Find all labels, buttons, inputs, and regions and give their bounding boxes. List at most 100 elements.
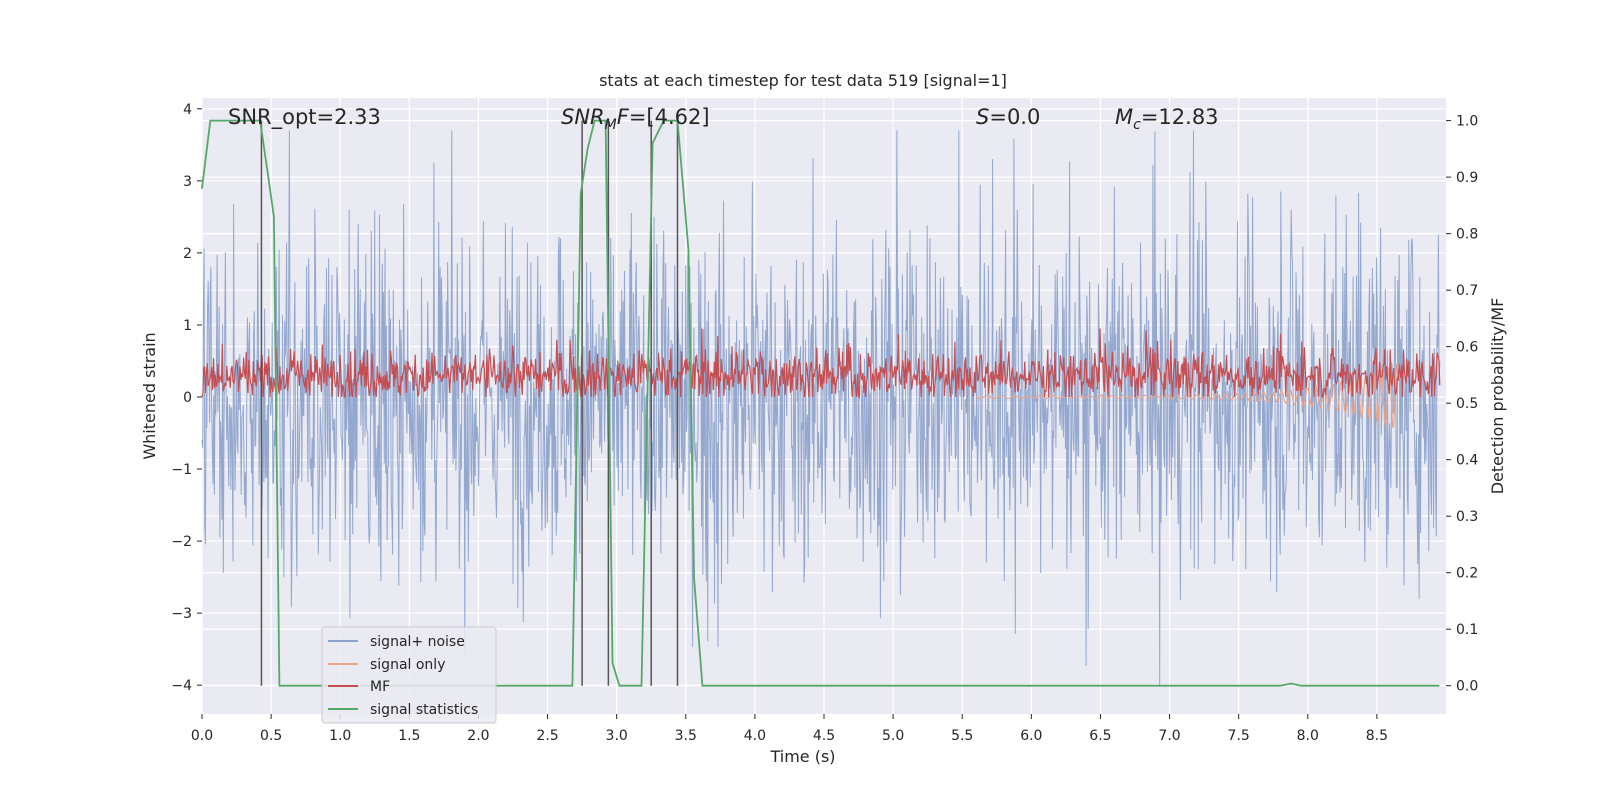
annotation-s-value: =0.0: [989, 105, 1040, 129]
y-axis-right-title: Detection probability/MF: [1488, 298, 1507, 495]
x-tick-label: 6.0: [1020, 728, 1042, 744]
signal-statistics-point: [640, 685, 643, 687]
signal-statistics-point: [652, 142, 654, 144]
x-tick-label: 5.0: [882, 728, 904, 744]
signal-statistics-point: [663, 120, 665, 122]
y-right-tick-label: 0.1: [1456, 622, 1478, 638]
y-left-tick-label: −1: [171, 462, 192, 478]
y-right-tick-label: 0.8: [1456, 227, 1478, 243]
x-tick-label: 0.5: [260, 728, 282, 744]
signal-statistics-point: [1290, 682, 1292, 685]
signal-statistics-point: [676, 120, 679, 122]
x-tick-label: 0.0: [191, 728, 213, 744]
x-tick-label: 6.5: [1089, 728, 1111, 744]
signal-statistics-point: [693, 577, 695, 580]
y-axis-right-ticks: 0.0 0.1 0.2 0.3 0.4 0.5 0.6 0.7 0.8 0.9 1.0: [1446, 114, 1478, 695]
y-right-tick-label: 0.7: [1456, 283, 1478, 299]
y-right-tick-label: 1.0: [1456, 114, 1478, 130]
y-axis-left-title: Whitened strain: [140, 332, 159, 459]
legend-label-signal-noise: signal+ noise: [370, 634, 465, 650]
annotation-s-name: S: [976, 105, 989, 129]
signal-statistics-point: [1169, 685, 1171, 687]
signal-statistics-point: [278, 685, 280, 687]
signal-statistics-point: [629, 685, 632, 687]
signal-statistics-point: [209, 120, 211, 122]
annotation-snr-mf: SNRMF=[4.62]: [561, 105, 710, 133]
signal-statistics-point: [605, 120, 607, 122]
annotation-snr-mf-name: SNR: [561, 105, 605, 129]
signal-statistics-point: [892, 685, 894, 687]
x-axis-ticks: 0.0 0.5 1.0 1.5 2.0 2.5 3.0 3.5 4.0 4.5 5.0 5.5 6.0 6…: [191, 714, 1388, 744]
signal-statistics-point: [201, 187, 203, 189]
y-right-tick-label: 0.9: [1456, 170, 1478, 186]
chart-title: stats at each timestep for test data 519…: [599, 71, 1007, 90]
signal-statistics-point: [580, 193, 582, 195]
signal-statistics-point: [1030, 685, 1032, 687]
signal-only-line: [975, 363, 1399, 429]
y-left-tick-label: 0: [183, 390, 192, 406]
x-tick-label: 2.5: [536, 728, 558, 744]
x-axis-title: Time (s): [769, 747, 835, 766]
annotation-mc-name: M: [1115, 105, 1133, 129]
annotation-mc-sub: c: [1133, 117, 1141, 133]
signal-statistics-point: [587, 148, 589, 150]
signal-statistics-point: [1300, 685, 1302, 687]
signal-statistics-point: [267, 176, 269, 178]
y-right-tick-label: 0.0: [1456, 679, 1478, 695]
series-signal-only: [975, 363, 1399, 429]
legend-box: [321, 626, 497, 724]
signal-statistics-point: [594, 120, 596, 122]
legend-label-signal-statistics: signal statistics: [370, 702, 478, 718]
y-right-tick-label: 0.2: [1456, 566, 1478, 582]
annotation-snr-mf-sub: M: [605, 117, 617, 133]
annotation-snr-opt: SNR_opt=2.33: [228, 105, 381, 130]
signal-statistics-line: [201, 119, 1440, 687]
y-right-tick-label: 0.3: [1456, 509, 1478, 525]
x-tick-label: 2.0: [467, 728, 489, 744]
x-tick-label: 3.5: [675, 728, 697, 744]
y-left-tick-label: 2: [183, 246, 192, 262]
x-tick-label: 8.5: [1366, 728, 1388, 744]
y-left-tick-label: −2: [171, 534, 192, 550]
y-left-tick-label: 3: [183, 174, 192, 190]
y-right-tick-label: 0.5: [1456, 396, 1478, 412]
signal-statistics-point: [618, 685, 621, 687]
signal-noise-line: [201, 130, 1441, 686]
x-tick-label: 5.5: [951, 728, 973, 744]
signal-statistics-point: [1438, 685, 1440, 687]
x-tick-label: 1.5: [398, 728, 420, 744]
annotation-snr-mf-value: =[4.62]: [629, 105, 710, 129]
annotation-s: S=0.0: [976, 105, 1040, 129]
x-tick-label: 4.5: [813, 728, 835, 744]
mf-line: [201, 328, 1441, 400]
signal-statistics-point: [687, 250, 690, 252]
x-tick-label: 7.0: [1158, 728, 1180, 744]
x-tick-label: 8.0: [1297, 728, 1319, 744]
series-signal-noise: [201, 130, 1441, 686]
series-mf: [201, 328, 1441, 400]
legend: signal+ noise signal only MF signal stat…: [321, 626, 497, 724]
annotation-mc-value: =12.83: [1141, 105, 1219, 129]
annotation-snr-mf-tail: F: [617, 105, 630, 129]
y-axis-left-ticks: −4 −3 −2 −1 0 1 2 3 4: [171, 102, 202, 694]
x-tick-label: 7.5: [1228, 728, 1250, 744]
y-right-tick-label: 0.6: [1456, 340, 1478, 356]
signal-statistics-point: [754, 685, 756, 687]
y-left-tick-label: −4: [171, 678, 192, 694]
signal-statistics-point: [259, 120, 261, 122]
signal-statistics-point: [571, 685, 574, 687]
x-tick-label: 4.0: [744, 728, 766, 744]
y-left-tick-label: 4: [183, 102, 192, 118]
y-left-tick-label: −3: [171, 606, 192, 622]
legend-label-signal-only: signal only: [370, 657, 445, 673]
annotation-mc: Mc=12.83: [1115, 105, 1219, 133]
signal-statistics-point: [1279, 685, 1281, 687]
legend-label-mf: MF: [370, 679, 390, 695]
signal-statistics-point: [273, 216, 275, 218]
x-tick-label: 3.0: [606, 728, 628, 744]
x-tick-label: 1.0: [329, 728, 351, 744]
signal-statistics-point: [547, 685, 549, 687]
signal-statistics-point: [701, 685, 704, 687]
